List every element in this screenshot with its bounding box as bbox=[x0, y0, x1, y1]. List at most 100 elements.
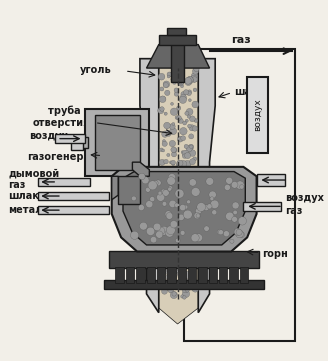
Bar bbox=[81, 137, 88, 148]
Circle shape bbox=[162, 201, 167, 206]
Circle shape bbox=[180, 84, 184, 88]
Circle shape bbox=[185, 78, 192, 86]
Circle shape bbox=[179, 79, 184, 84]
Circle shape bbox=[174, 92, 179, 96]
Circle shape bbox=[164, 196, 169, 201]
Circle shape bbox=[209, 191, 216, 199]
Text: воздух: воздух bbox=[29, 131, 68, 141]
Circle shape bbox=[232, 217, 237, 222]
Circle shape bbox=[167, 221, 170, 225]
Bar bbox=[109, 251, 259, 268]
Circle shape bbox=[156, 231, 163, 238]
Circle shape bbox=[192, 282, 195, 287]
Circle shape bbox=[156, 233, 161, 238]
Circle shape bbox=[179, 199, 186, 206]
Circle shape bbox=[188, 232, 192, 235]
Circle shape bbox=[174, 203, 179, 208]
Circle shape bbox=[162, 141, 167, 147]
Circle shape bbox=[174, 88, 178, 92]
Circle shape bbox=[238, 217, 246, 225]
Circle shape bbox=[186, 146, 192, 152]
Circle shape bbox=[189, 179, 196, 186]
Circle shape bbox=[178, 73, 183, 78]
Bar bbox=[104, 280, 264, 289]
Circle shape bbox=[131, 231, 139, 239]
Circle shape bbox=[162, 149, 165, 152]
Circle shape bbox=[195, 234, 202, 242]
Circle shape bbox=[170, 108, 178, 116]
Circle shape bbox=[187, 115, 191, 118]
Circle shape bbox=[239, 184, 244, 189]
Circle shape bbox=[170, 269, 177, 275]
Circle shape bbox=[177, 166, 184, 173]
Polygon shape bbox=[133, 162, 149, 176]
Circle shape bbox=[162, 183, 167, 188]
Circle shape bbox=[160, 96, 166, 102]
Bar bbox=[188, 266, 196, 283]
Text: горн: горн bbox=[262, 249, 288, 259]
Circle shape bbox=[210, 197, 214, 201]
Circle shape bbox=[168, 174, 175, 181]
Circle shape bbox=[161, 268, 166, 273]
Circle shape bbox=[176, 252, 184, 260]
Circle shape bbox=[165, 232, 169, 236]
Circle shape bbox=[169, 269, 176, 276]
Polygon shape bbox=[198, 59, 215, 313]
Circle shape bbox=[166, 201, 173, 207]
Circle shape bbox=[160, 148, 163, 152]
Circle shape bbox=[182, 257, 189, 265]
Circle shape bbox=[162, 262, 168, 269]
Circle shape bbox=[178, 214, 184, 221]
Circle shape bbox=[170, 71, 177, 78]
Circle shape bbox=[168, 279, 171, 283]
Bar bbox=[167, 28, 186, 35]
Circle shape bbox=[192, 77, 197, 82]
Circle shape bbox=[171, 231, 176, 236]
Circle shape bbox=[189, 99, 191, 101]
Circle shape bbox=[178, 68, 181, 71]
Circle shape bbox=[157, 229, 162, 234]
Circle shape bbox=[180, 230, 185, 235]
Circle shape bbox=[180, 95, 187, 101]
Bar bbox=[71, 135, 83, 150]
Bar bbox=[147, 266, 155, 283]
Circle shape bbox=[176, 224, 183, 231]
Circle shape bbox=[192, 285, 199, 292]
Circle shape bbox=[165, 253, 168, 256]
Circle shape bbox=[180, 211, 185, 216]
Bar bbox=[184, 49, 295, 341]
Circle shape bbox=[169, 273, 174, 279]
Circle shape bbox=[189, 150, 196, 156]
Circle shape bbox=[183, 121, 187, 125]
Bar bbox=[85, 109, 149, 176]
Circle shape bbox=[177, 136, 183, 142]
Circle shape bbox=[168, 231, 172, 235]
Circle shape bbox=[163, 229, 168, 234]
Circle shape bbox=[184, 160, 191, 168]
Circle shape bbox=[172, 148, 177, 153]
Circle shape bbox=[181, 193, 185, 197]
Circle shape bbox=[138, 173, 145, 180]
Circle shape bbox=[182, 173, 185, 177]
Circle shape bbox=[181, 258, 184, 261]
Bar bbox=[136, 266, 145, 283]
Circle shape bbox=[186, 77, 194, 84]
Circle shape bbox=[159, 179, 163, 182]
Circle shape bbox=[161, 217, 169, 225]
Circle shape bbox=[191, 242, 195, 245]
Circle shape bbox=[182, 154, 187, 158]
Circle shape bbox=[167, 132, 171, 136]
Circle shape bbox=[171, 229, 177, 236]
Bar bbox=[229, 266, 238, 283]
Circle shape bbox=[185, 119, 188, 122]
Circle shape bbox=[166, 213, 173, 219]
Circle shape bbox=[170, 221, 177, 228]
Circle shape bbox=[163, 81, 170, 88]
Circle shape bbox=[171, 103, 174, 105]
Circle shape bbox=[162, 131, 168, 138]
Circle shape bbox=[168, 193, 171, 196]
Bar bbox=[157, 266, 165, 283]
Circle shape bbox=[181, 221, 184, 224]
Circle shape bbox=[181, 92, 186, 97]
Circle shape bbox=[184, 205, 188, 209]
